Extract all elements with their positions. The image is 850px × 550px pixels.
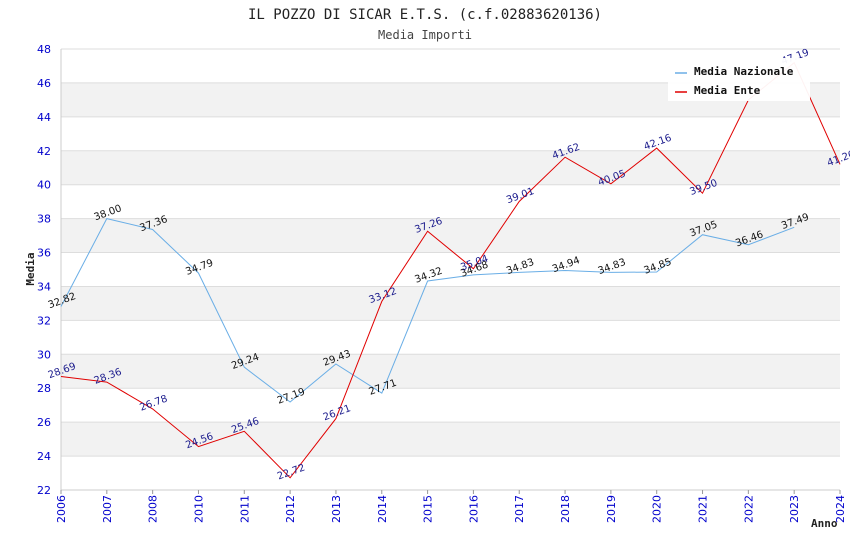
series-line-media-nazionale: [60, 218, 795, 403]
x-tick-label-2024: 2024: [834, 495, 847, 523]
x-tick-label-2020: 2020: [651, 495, 664, 523]
x-tick-label-2023: 2023: [788, 495, 801, 523]
grid-band: [61, 218, 840, 253]
x-tick-label-2022: 2022: [742, 495, 755, 523]
y-tick-labels: 22 24 26 28 30 32 34 36 38 40 42 44 46 48: [37, 43, 51, 497]
x-tick-label-2011: 2011: [238, 495, 251, 523]
y-tick-label-30: 30: [37, 348, 51, 361]
x-tick-label-2021: 2021: [697, 495, 710, 523]
x-tick-label-2018: 2018: [559, 495, 572, 523]
series-lines: [60, 61, 841, 479]
grid-band: [61, 150, 840, 185]
data-label-media-nazionale-2017: 34.83: [505, 257, 536, 277]
x-tick-label-2008: 2008: [147, 495, 160, 523]
legend-label-media-nazionale: Media Nazionale: [694, 65, 794, 78]
axes: [60, 49, 841, 494]
data-label-media-ente-2013: 26.21: [322, 403, 353, 423]
y-tick-label-34: 34: [37, 280, 51, 293]
y-tick-label-40: 40: [37, 179, 51, 192]
grid-band: [61, 422, 840, 457]
y-tick-label-38: 38: [37, 213, 51, 226]
data-label-media-ente-2012: 22.72: [276, 462, 307, 482]
data-label-media-nazionale-2012: 27.19: [276, 387, 307, 407]
y-axis-title: Media: [24, 252, 37, 285]
y-tick-label-44: 44: [37, 111, 51, 124]
data-label-media-nazionale-2020: 34.85: [643, 257, 674, 277]
legend-box: [668, 58, 810, 101]
x-axis-title: Anno: [811, 517, 838, 530]
grid-band: [61, 286, 840, 321]
x-tick-label-2014: 2014: [376, 495, 389, 523]
y-tick-label-28: 28: [37, 382, 51, 395]
data-label-media-nazionale-2019: 34.83: [597, 257, 628, 277]
data-label-media-nazionale-2015: 34.32: [413, 266, 444, 286]
x-tick-label-2017: 2017: [513, 495, 526, 523]
series-line-media-ente: [60, 61, 841, 479]
x-tick-label-2010: 2010: [192, 495, 205, 523]
data-label-media-ente-2017: 39.01: [505, 186, 536, 206]
x-tick-label-2016: 2016: [467, 495, 480, 523]
y-tick-label-22: 22: [37, 484, 51, 497]
grid-bands: [61, 82, 840, 457]
y-tick-label-32: 32: [37, 314, 51, 327]
data-label-media-nazionale-2018: 34.94: [551, 255, 582, 275]
y-tick-label-46: 46: [37, 77, 51, 90]
grid-lines: [61, 48, 840, 491]
x-tick-label-2015: 2015: [422, 495, 435, 523]
x-tick-label-2007: 2007: [101, 495, 114, 523]
y-tick-label-26: 26: [37, 416, 51, 429]
chart-subtitle: Media Importi: [378, 28, 472, 42]
x-tick-labels: 2006 2007 2008 2010 2011 2012 2013 2014 2015 2016…: [55, 495, 847, 523]
x-tick-label-2006: 2006: [55, 495, 68, 523]
chart-title: IL POZZO DI SICAR E.T.S. (c.f.0288362013…: [248, 7, 602, 23]
x-tick-label-2019: 2019: [605, 495, 618, 523]
y-tick-label-36: 36: [37, 247, 51, 260]
y-tick-label-42: 42: [37, 145, 51, 158]
y-tick-label-48: 48: [37, 43, 51, 56]
y-tick-label-24: 24: [37, 450, 51, 463]
x-tick-label-2013: 2013: [330, 495, 343, 523]
data-label-media-ente-2008: 26.78: [138, 394, 169, 414]
legend-label-media-ente: Media Ente: [694, 84, 761, 97]
x-tick-label-2012: 2012: [284, 495, 297, 523]
legend: Media Nazionale Media Ente: [668, 58, 810, 101]
grid-band: [61, 354, 840, 389]
